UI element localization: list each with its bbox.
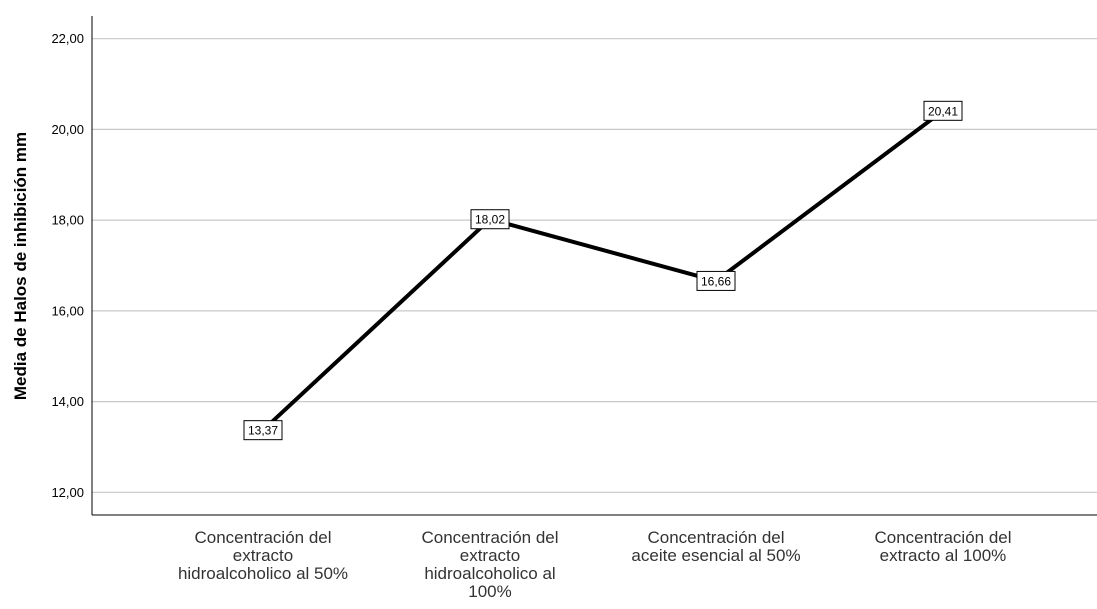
axes [91,16,1097,516]
x-category-label: Concentración del aceite esencial al 50% [631,528,800,565]
y-tick-label: 14,00 [51,394,84,409]
x-category-label: Concentración del extracto hidroalcoholico… [178,528,348,583]
x-category-label: Concentración del extracto hidroalcoholico… [421,528,558,601]
y-tick-label: 22,00 [51,31,84,46]
data-label-box [470,209,510,230]
data-label-box [696,270,736,291]
x-category-label: Concentración del extracto al 100% [874,528,1011,565]
series [261,109,945,432]
data-label-box [923,100,963,121]
y-tick-label: 18,00 [51,213,84,228]
data-label-text: 13,37 [248,424,278,438]
data-label-text: 20,41 [928,104,958,118]
y-tick-label: 16,00 [51,303,84,318]
data-label: 16,66 [696,270,736,291]
data-label: 13,37 [243,420,283,441]
data-label: 18,02 [470,209,510,230]
data-label: 20,41 [923,100,963,121]
data-label-box [243,420,283,441]
data-labels: 13,37 18,02 16,66 20,41 [243,100,963,441]
y-tick-labels: 12,00 14,00 16,00 18,00 20,00 22,00 [51,31,84,500]
series-line [261,109,945,432]
x-category-labels: Concentración del extracto hidroalcoholico… [178,528,1012,601]
grid-lines [92,38,1097,493]
y-axis-label: Media de Halos de inhibición mm [11,132,30,400]
y-tick-label: 20,00 [51,122,84,137]
data-label-text: 16,66 [701,274,731,288]
data-label-text: 18,02 [475,213,505,227]
y-tick-label: 12,00 [51,485,84,500]
